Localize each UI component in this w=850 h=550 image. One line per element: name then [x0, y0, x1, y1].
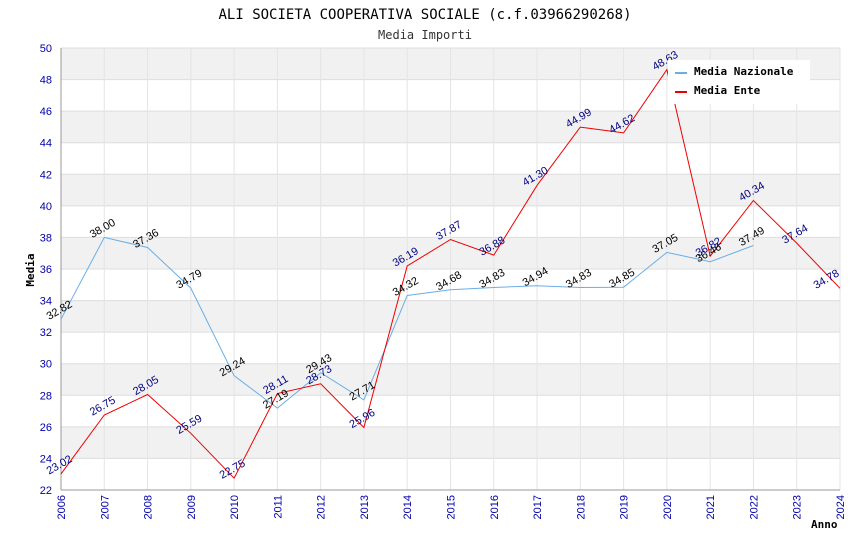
x-tick-label: 2011 [272, 495, 284, 519]
legend-box [668, 60, 810, 104]
x-axis-label: Anno [811, 518, 838, 531]
x-tick-label: 2023 [792, 495, 804, 519]
y-tick-label: 46 [40, 106, 52, 118]
y-tick-label: 26 [40, 422, 52, 434]
y-tick-label: 30 [40, 359, 52, 371]
x-tick-label: 2021 [705, 495, 717, 519]
x-tick-label: 2017 [532, 495, 544, 519]
chart-subtitle: Media Importi [378, 28, 472, 42]
x-tick-label: 2012 [316, 495, 328, 519]
x-tick-label: 2009 [186, 495, 198, 519]
y-tick-label: 44 [40, 138, 52, 150]
x-tick-label: 2014 [402, 495, 414, 519]
y-tick-label: 40 [40, 201, 52, 213]
chart-title: ALI SOCIETA COOPERATIVA SOCIALE (c.f.039… [218, 7, 631, 23]
x-tick-label: 2006 [56, 495, 68, 519]
x-tick-label: 2008 [143, 495, 155, 519]
y-tick-label: 34 [40, 296, 52, 308]
x-tick-label: 2024 [835, 495, 847, 519]
x-tick-label: 2022 [748, 495, 760, 519]
y-axis-ticks: 22 24 26 28 30 32 34 36 38 40 42 44 46 48 50 [40, 43, 52, 497]
y-tick-label: 50 [40, 43, 52, 55]
x-tick-label: 2020 [662, 495, 674, 519]
x-tick-label: 2010 [229, 495, 241, 519]
legend-label-nazionale: Media Nazionale [694, 65, 794, 78]
y-tick-label: 38 [40, 232, 52, 244]
y-tick-label: 42 [40, 169, 52, 181]
x-tick-label: 2018 [575, 495, 587, 519]
x-tick-label: 2019 [619, 495, 631, 519]
legend-label-ente: Media Ente [694, 84, 761, 97]
x-axis-ticks: 2006 2007 2008 2009 2010 2011 2012 2013 2014 2015… [56, 495, 847, 519]
y-tick-label: 48 [40, 75, 52, 87]
y-tick-label: 28 [40, 390, 52, 402]
x-tick-label: 2016 [489, 495, 501, 519]
y-tick-label: 22 [40, 485, 52, 497]
y-tick-label: 32 [40, 327, 52, 339]
y-tick-label: 24 [40, 453, 52, 465]
series-lines [60, 68, 841, 480]
y-axis-label: Media [24, 253, 37, 286]
x-tick-label: 2007 [99, 495, 111, 519]
y-tick-label: 36 [40, 264, 52, 276]
x-tick-label: 2015 [446, 495, 458, 519]
series-line-ente [60, 68, 841, 480]
grid-lines [60, 47, 841, 491]
x-tick-label: 2013 [359, 495, 371, 519]
series-line-nazionale [60, 236, 754, 409]
legend: Media Nazionale Media Ente [668, 60, 810, 104]
